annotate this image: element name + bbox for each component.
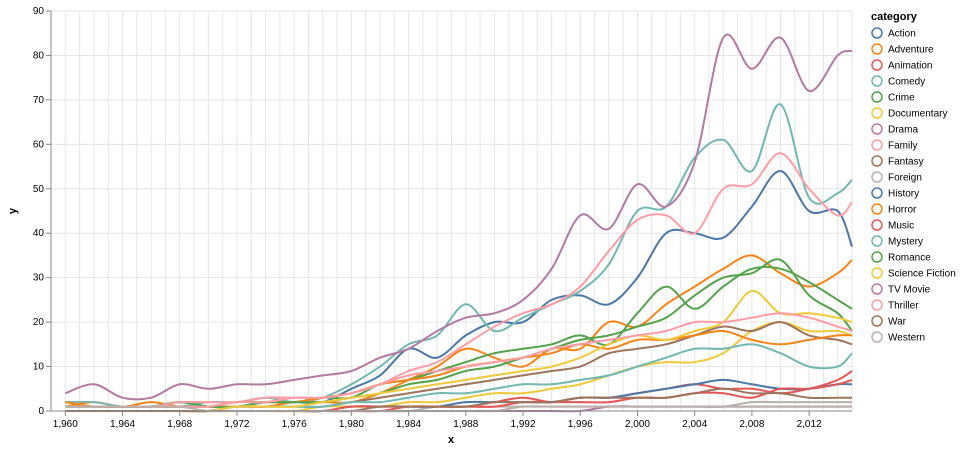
y-tick-label: 0 <box>38 406 44 417</box>
legend-label-music: Music <box>888 221 914 232</box>
legend-label-comedy: Comedy <box>888 77 925 88</box>
legend-label-history: History <box>888 189 919 200</box>
series-line-family <box>65 152 853 408</box>
legend-symbol-thriller <box>871 299 883 311</box>
series-line-comedy <box>65 103 853 408</box>
x-tick-label: 1,960 <box>53 419 78 430</box>
y-tick-label: 60 <box>33 139 45 150</box>
series-lines <box>64 33 853 413</box>
series-line-thriller <box>65 312 853 408</box>
legend-label-crime: Crime <box>888 93 915 104</box>
legend-label-romance: Romance <box>888 253 931 264</box>
y-tick-label: 50 <box>33 184 45 195</box>
x-tick-label: 2,004 <box>682 419 707 430</box>
legend-label-war: War <box>888 317 907 328</box>
legend: category Action Adventure Animation Comedy C… <box>871 11 956 344</box>
legend-symbol-romance <box>871 251 883 263</box>
y-tick-label: 80 <box>33 50 45 61</box>
x-tick-label: 2,000 <box>625 419 650 430</box>
legend-symbol-crime <box>871 91 883 103</box>
x-tick-label: 1,980 <box>339 419 364 430</box>
legend-label-adventure: Adventure <box>888 45 934 56</box>
legend-label-fantasy: Fantasy <box>888 157 924 168</box>
x-tick-label: 2,008 <box>739 419 764 430</box>
series-line-crime <box>65 265 853 409</box>
legend-symbol-western <box>871 331 883 343</box>
legend-symbol-science-fiction <box>871 267 883 279</box>
legend-label-horror: Horror <box>888 205 917 216</box>
gridlines <box>50 10 853 412</box>
legend-symbol-adventure <box>871 43 883 55</box>
legend-label-foreign: Foreign <box>888 173 922 184</box>
axes <box>50 11 852 412</box>
legend-label-animation: Animation <box>888 61 932 72</box>
legend-symbol-family <box>871 139 883 151</box>
y-tick-label: 30 <box>33 273 45 284</box>
y-tick-label: 90 <box>33 6 45 17</box>
legend-label-documentary: Documentary <box>888 109 947 120</box>
legend-symbol-action <box>871 27 883 39</box>
x-tick-label: 1,988 <box>453 419 478 430</box>
x-tick-label: 1,972 <box>224 419 249 430</box>
y-tick-label: 20 <box>33 317 45 328</box>
legend-symbol-foreign <box>871 171 883 183</box>
x-axis-title: x <box>448 434 455 446</box>
legend-label-thriller: Thriller <box>888 301 919 312</box>
y-axis-ticks: 0 10 20 30 40 50 60 70 80 90 <box>33 6 51 417</box>
legend-label-science-fiction: Science Fiction <box>888 269 956 280</box>
x-tick-label: 1,964 <box>110 419 135 430</box>
legend-symbol-comedy <box>871 75 883 87</box>
legend-symbol-tv-movie <box>871 283 883 295</box>
legend-symbol-mystery <box>871 235 883 247</box>
legend-symbol-music <box>871 219 883 231</box>
legend-label-western: Western <box>888 333 925 344</box>
x-tick-label: 1,992 <box>511 419 536 430</box>
y-tick-label: 10 <box>33 362 45 373</box>
y-tick-label: 40 <box>33 228 45 239</box>
legend-symbol-war <box>871 315 883 327</box>
legend-symbol-horror <box>871 203 883 215</box>
legend-label-tv-movie: TV Movie <box>888 285 931 296</box>
x-tick-label: 1,984 <box>396 419 421 430</box>
x-tick-label: 2,012 <box>797 419 822 430</box>
series-line-drama <box>64 33 853 401</box>
legend-label-family: Family <box>888 141 917 152</box>
x-tick-label: 1,996 <box>568 419 593 430</box>
y-tick-label: 70 <box>33 95 45 106</box>
legend-title: category <box>871 11 918 23</box>
legend-symbol-documentary <box>871 107 883 119</box>
legend-label-mystery: Mystery <box>888 237 923 248</box>
legend-symbol-fantasy <box>871 155 883 167</box>
y-axis-title: y <box>7 207 19 214</box>
x-tick-label: 1,976 <box>282 419 307 430</box>
legend-symbol-history <box>871 187 883 199</box>
series-line-action <box>65 170 853 409</box>
legend-symbol-animation <box>871 59 883 71</box>
legend-symbol-drama <box>871 123 883 135</box>
x-tick-label: 1,968 <box>167 419 192 430</box>
x-axis-ticks: 1,960 1,964 1,968 1,972 1,976 1,980 1,984 1,988… <box>53 411 822 430</box>
legend-label-drama: Drama <box>888 125 918 136</box>
legend-label-action: Action <box>888 29 916 40</box>
